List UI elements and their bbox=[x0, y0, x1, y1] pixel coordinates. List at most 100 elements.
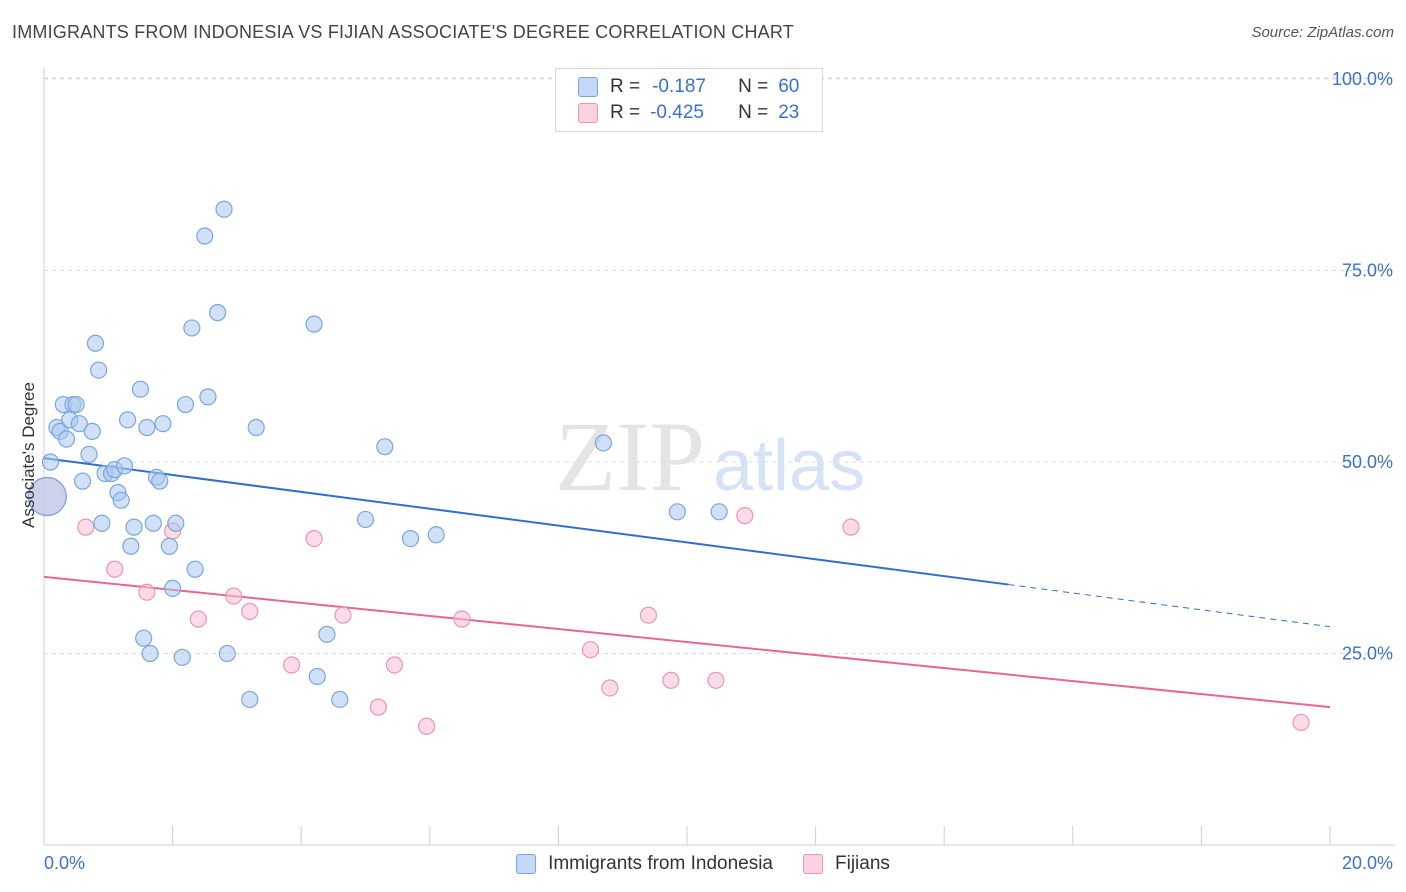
point-fijians bbox=[417, 717, 436, 735]
point-indonesia bbox=[594, 434, 613, 452]
point-indonesia bbox=[376, 438, 394, 456]
stats-row-indonesia: R = -0.187 N = 60 bbox=[578, 74, 799, 100]
stats-legend: R = -0.187 N = 60 R = -0.425 N = 23 bbox=[555, 68, 823, 132]
blue-swatch bbox=[516, 854, 537, 874]
point-indonesia bbox=[305, 315, 323, 333]
point-indonesia bbox=[308, 667, 326, 686]
y-tick-label: 100.0% bbox=[1332, 69, 1393, 89]
point-indonesia bbox=[164, 579, 182, 597]
trend-line-indonesia-extension bbox=[1008, 584, 1331, 628]
point-indonesia bbox=[427, 526, 445, 544]
point-fijians bbox=[282, 656, 301, 674]
point-fijians bbox=[707, 671, 725, 689]
r-value: -0.425 bbox=[650, 102, 704, 123]
point-indonesia bbox=[131, 380, 150, 398]
point-fijians bbox=[369, 698, 387, 716]
watermark-atlas: atlas bbox=[713, 426, 865, 506]
point-fijians bbox=[138, 583, 156, 601]
point-fijians bbox=[385, 656, 404, 674]
point-fijians bbox=[581, 641, 600, 659]
axes bbox=[43, 68, 1395, 846]
x-tick-label: 0.0% bbox=[44, 853, 85, 873]
point-indonesia bbox=[67, 395, 85, 414]
point-fijians bbox=[189, 610, 207, 628]
point-indonesia bbox=[118, 411, 137, 429]
point-indonesia bbox=[138, 418, 156, 437]
point-fijians bbox=[453, 610, 471, 628]
point-indonesia bbox=[135, 629, 153, 647]
point-indonesia bbox=[710, 503, 728, 521]
point-indonesia bbox=[218, 644, 236, 663]
y-tick-label: 50.0% bbox=[1342, 452, 1393, 472]
r-label: R = bbox=[610, 102, 641, 123]
point-indonesia bbox=[176, 395, 195, 414]
y-tick-label: 75.0% bbox=[1342, 261, 1393, 281]
point-indonesia bbox=[27, 476, 67, 517]
trend-line-indonesia bbox=[43, 457, 1009, 586]
watermark-zip: ZIP bbox=[555, 401, 705, 512]
point-indonesia bbox=[115, 457, 133, 475]
point-indonesia bbox=[186, 560, 204, 578]
n-value: 23 bbox=[778, 102, 800, 123]
data-points bbox=[27, 200, 1310, 735]
point-indonesia bbox=[151, 472, 169, 490]
point-indonesia bbox=[93, 514, 111, 532]
point-indonesia bbox=[141, 644, 159, 663]
r-label: R = bbox=[610, 76, 641, 97]
point-indonesia bbox=[112, 491, 130, 509]
point-indonesia bbox=[247, 418, 265, 437]
legend-item-fijians: Fijians bbox=[803, 853, 890, 875]
point-fijians bbox=[842, 518, 860, 536]
point-indonesia bbox=[318, 625, 336, 643]
point-fijians bbox=[77, 518, 95, 536]
point-indonesia bbox=[144, 514, 162, 532]
r-value: -0.187 bbox=[652, 76, 706, 97]
point-indonesia bbox=[401, 529, 420, 548]
point-indonesia bbox=[356, 510, 375, 529]
point-fijians bbox=[106, 560, 124, 578]
point-indonesia bbox=[215, 200, 233, 218]
point-indonesia bbox=[125, 518, 143, 536]
point-indonesia bbox=[122, 537, 140, 555]
blue-swatch bbox=[578, 77, 598, 97]
pink-swatch bbox=[803, 854, 823, 874]
point-indonesia bbox=[167, 514, 185, 532]
series-legend: Immigrants from Indonesia Fijians bbox=[0, 850, 1406, 878]
point-indonesia bbox=[160, 537, 178, 555]
point-fijians bbox=[662, 671, 680, 689]
legend-label: Immigrants from Indonesia bbox=[548, 853, 773, 874]
grid-lines bbox=[44, 77, 1395, 654]
point-indonesia bbox=[209, 304, 227, 322]
y-tick-labels: 25.0% 50.0% 75.0% 100.0% bbox=[1332, 69, 1393, 664]
watermark: ZIP atlas bbox=[555, 401, 865, 512]
point-indonesia bbox=[199, 388, 217, 406]
y-tick-label: 25.0% bbox=[1342, 644, 1393, 664]
point-indonesia bbox=[173, 648, 191, 666]
point-indonesia bbox=[154, 415, 172, 433]
point-fijians bbox=[305, 529, 323, 548]
point-indonesia bbox=[57, 430, 76, 448]
point-fijians bbox=[736, 507, 754, 525]
trend-lines bbox=[43, 457, 1331, 709]
point-fijians bbox=[639, 606, 658, 624]
trend-line-fijians bbox=[43, 575, 1331, 709]
point-indonesia bbox=[41, 453, 60, 471]
point-indonesia bbox=[80, 445, 98, 463]
n-label: N = bbox=[738, 76, 769, 97]
point-indonesia bbox=[73, 472, 92, 490]
chart-title: IMMIGRANTS FROM INDONESIA VS FIJIAN ASSO… bbox=[12, 22, 794, 42]
point-fijians bbox=[1292, 713, 1310, 732]
x-tick-labels: 0.0% 20.0% bbox=[44, 853, 1393, 873]
point-indonesia bbox=[70, 415, 88, 433]
point-fijians bbox=[334, 606, 352, 624]
point-indonesia bbox=[668, 503, 686, 521]
pink-swatch bbox=[578, 103, 598, 123]
point-indonesia bbox=[331, 690, 349, 709]
point-indonesia bbox=[241, 690, 259, 709]
legend-item-indonesia: Immigrants from Indonesia bbox=[516, 853, 773, 875]
point-indonesia bbox=[90, 361, 108, 379]
point-indonesia bbox=[83, 422, 101, 440]
n-value: 60 bbox=[778, 76, 800, 97]
stats-row-fijians: R = -0.425 N = 23 bbox=[578, 100, 799, 126]
